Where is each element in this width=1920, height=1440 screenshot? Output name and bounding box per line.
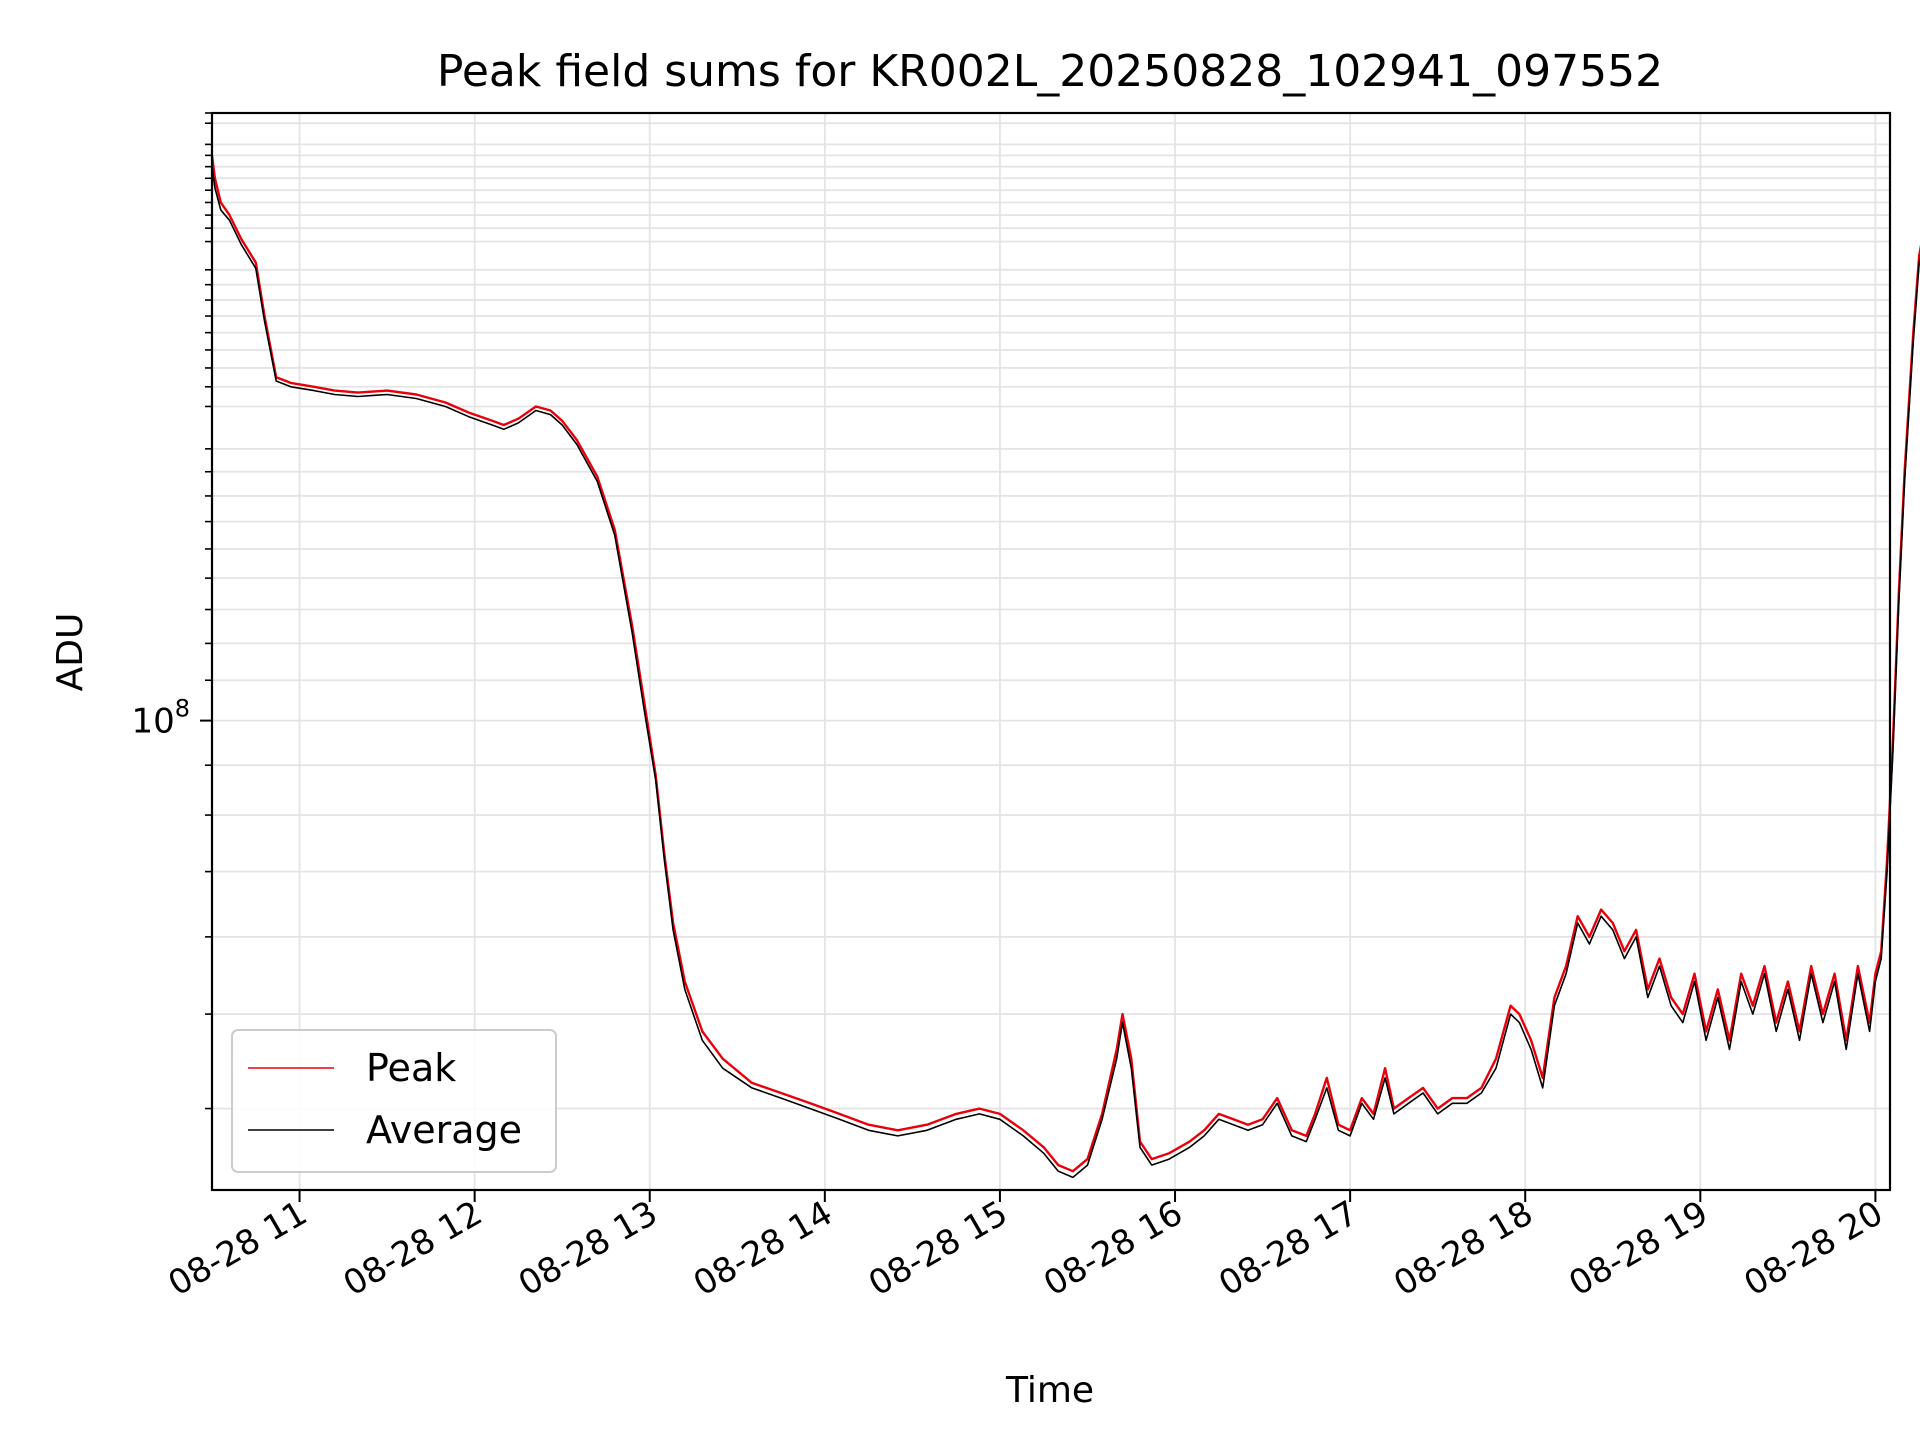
legend-label-average: Average	[366, 1108, 522, 1152]
x-axis-label: Time	[1005, 1370, 1094, 1411]
series-line-peak	[210, 155, 1920, 1173]
y-axis-ticks: 108	[131, 112, 212, 1110]
plot-area-frame	[210, 111, 1892, 1192]
legend: Peak Average	[231, 1029, 557, 1173]
y-axis-label: ADU	[50, 613, 91, 692]
legend-label-peak: Peak	[366, 1046, 456, 1090]
legend-box	[231, 1029, 557, 1173]
series-line-average	[211, 166, 1920, 1179]
chart-title: Peak field sums for KR002L_20250828_1029…	[437, 46, 1663, 97]
grid-lines	[212, 112, 1890, 1190]
series-lines	[210, 155, 1920, 1179]
y-tick-label: 108	[131, 695, 190, 742]
